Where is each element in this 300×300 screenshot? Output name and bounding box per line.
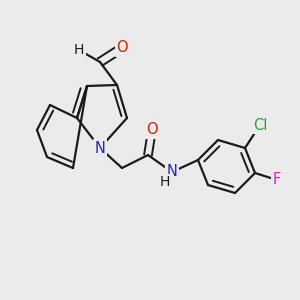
Text: Cl: Cl — [253, 118, 267, 133]
Text: N: N — [167, 164, 177, 179]
Text: N: N — [94, 140, 105, 155]
Text: F: F — [273, 172, 281, 188]
Text: O: O — [116, 40, 128, 56]
Text: O: O — [146, 122, 158, 137]
Text: H: H — [74, 43, 84, 57]
Text: H: H — [159, 176, 170, 190]
